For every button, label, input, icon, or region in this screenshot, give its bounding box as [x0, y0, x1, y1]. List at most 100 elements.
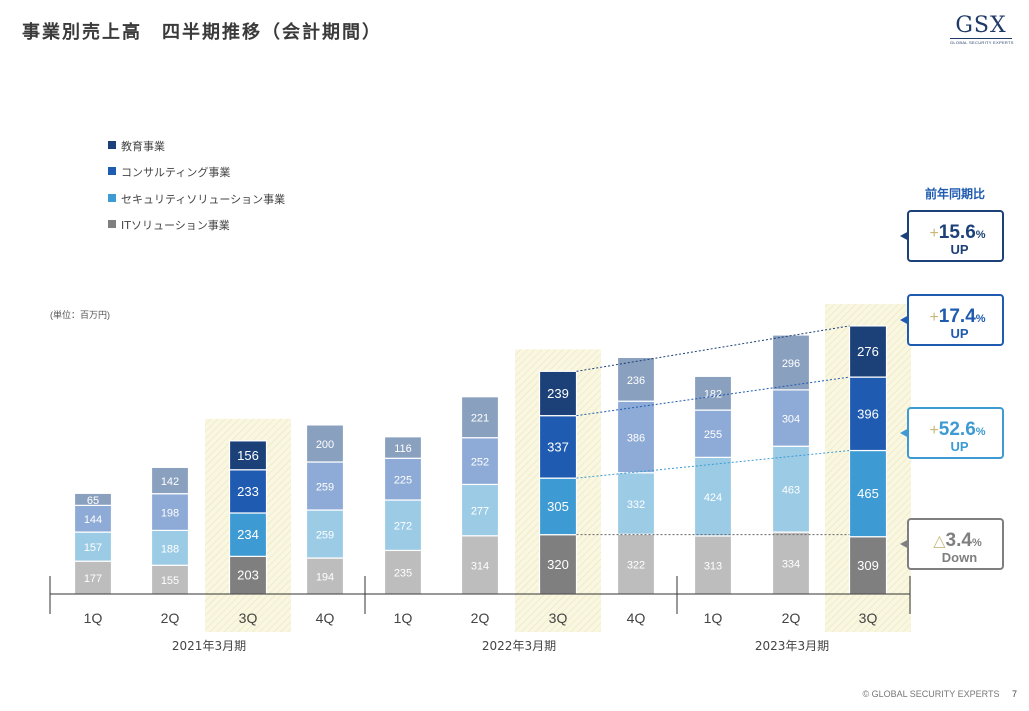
bar-seg-3-1	[305, 509, 345, 559]
tick-label-2: 3Q	[239, 610, 258, 626]
yoy-pointer-3	[900, 539, 909, 549]
bar-seg-6-0	[538, 534, 578, 595]
yoy-title: 前年同期比	[925, 186, 985, 201]
data-label-9-1: 463	[782, 485, 800, 497]
bar-seg-1-0	[150, 564, 190, 595]
data-label-2-1: 234	[237, 527, 259, 542]
bar-seg-8-3	[693, 375, 733, 411]
bar-seg-10-1	[848, 449, 888, 538]
group-label-2: 2023年3月期	[755, 639, 829, 653]
yoy-panel: 前年同期比+15.6%UP+17.4%UP+52.6%UP△3.4%Down	[900, 186, 1004, 570]
data-label-6-1: 305	[547, 499, 569, 514]
bar-seg-2-3	[228, 440, 268, 471]
yoy-value-3: △3.4%	[933, 530, 982, 551]
data-label-0-3: 65	[87, 495, 99, 507]
bar-seg-5-2	[460, 437, 500, 486]
yoy-direction-0: UP	[950, 242, 968, 257]
data-label-0-1: 157	[84, 542, 102, 554]
data-label-1-3: 142	[161, 476, 179, 488]
tick-label-1: 2Q	[161, 610, 180, 626]
data-label-2-0: 203	[237, 568, 259, 583]
yoy-pointer-2	[900, 428, 909, 438]
bar-seg-2-2	[228, 469, 268, 514]
yoy-sign-2: +	[929, 422, 938, 439]
legend-swatch-0	[108, 220, 116, 228]
data-label-6-2: 337	[547, 439, 569, 454]
data-label-7-2: 386	[627, 432, 645, 444]
tick-label-9: 2Q	[782, 610, 801, 626]
data-label-5-0: 314	[471, 560, 489, 572]
gsx-logo: GSX GLOBAL SECURITY EXPERTS	[950, 13, 1014, 45]
bar-seg-1-1	[150, 529, 190, 566]
bar-seg-6-1	[538, 477, 578, 536]
group-label-1: 2022年3月期	[482, 639, 556, 653]
page-number: 7	[1011, 689, 1017, 699]
tick-label-5: 2Q	[471, 610, 490, 626]
data-label-10-1: 465	[857, 486, 879, 501]
data-label-1-0: 155	[161, 575, 179, 587]
data-label-7-3: 236	[627, 375, 645, 387]
bar-seg-10-2	[848, 376, 888, 452]
legend-swatch-1	[108, 194, 116, 202]
bar-seg-7-3	[616, 356, 656, 402]
bar-seg-4-3	[383, 436, 423, 459]
yoy-value-1: +17.4%	[929, 306, 985, 327]
legend-swatch-3	[108, 141, 116, 149]
footer-copyright: © GLOBAL SECURITY EXPERTS	[862, 689, 1000, 699]
tick-label-3: 4Q	[316, 610, 335, 626]
data-label-9-3: 296	[782, 358, 800, 370]
bar-seg-5-0	[460, 535, 500, 595]
bar-seg-0-3	[73, 492, 113, 506]
yoy-direction-3: Down	[942, 550, 977, 565]
data-label-10-0: 309	[857, 558, 879, 573]
yoy-number-2: 52.6	[939, 419, 976, 440]
data-label-10-2: 396	[857, 406, 879, 421]
bar-seg-6-3	[538, 370, 578, 417]
data-label-4-0: 235	[394, 568, 412, 580]
data-label-10-3: 276	[857, 344, 879, 359]
bars: 177 157 144 65 155 188 198 142 203 234 233 156 194 25…	[73, 325, 888, 595]
yoy-direction-2: UP	[950, 439, 968, 454]
logo-subtext: GLOBAL SECURITY EXPERTS	[950, 38, 1014, 45]
data-label-5-2: 252	[471, 457, 489, 469]
tick-label-8: 1Q	[704, 610, 723, 626]
yoy-number-0: 15.6	[939, 222, 976, 243]
bar-seg-0-2	[73, 504, 113, 533]
yoy-sign-0: +	[929, 225, 938, 242]
tick-label-6: 3Q	[549, 610, 568, 626]
bar-seg-9-2	[771, 389, 811, 447]
page-title: 事業別売上高 四半期推移（会計期間）	[22, 22, 382, 43]
bar-seg-6-2	[538, 415, 578, 479]
logo-mark: GSX	[955, 13, 1007, 38]
bar-seg-8-1	[693, 456, 733, 537]
x-axis: 1Q 2Q 3Q 4Q 1Q 2Q 3Q 4Q 1Q 2Q 3Q 2021年3月期 2022年3月期 20…	[49, 576, 911, 653]
yoy-direction-1: UP	[950, 326, 968, 341]
yoy-unit-0: %	[976, 229, 986, 241]
yoy-value-0: +15.6%	[929, 222, 985, 243]
legend-label-1: セキュリティソリューション事業	[121, 193, 285, 206]
data-label-4-2: 225	[394, 475, 412, 487]
yoy-value-2: +52.6%	[929, 419, 985, 440]
footer: © GLOBAL SECURITY EXPERTS 7	[862, 689, 1017, 699]
bar-seg-3-0	[305, 557, 345, 595]
yoy-connectors	[576, 325, 850, 536]
data-label-6-3: 239	[547, 386, 569, 401]
yoy-number-3: 3.4	[946, 530, 973, 551]
yoy-number-1: 17.4	[939, 306, 976, 327]
bar-seg-4-0	[383, 549, 423, 595]
data-label-5-3: 221	[471, 413, 489, 425]
data-label-8-3: 182	[704, 389, 722, 401]
bar-seg-8-0	[693, 535, 733, 595]
unit-label: (単位：百万円)	[50, 309, 110, 320]
data-label-8-0: 313	[704, 560, 722, 572]
legend-swatch-2	[108, 167, 116, 175]
data-label-0-2: 144	[84, 514, 102, 526]
tick-label-0: 1Q	[84, 610, 103, 626]
data-label-4-3: 116	[394, 443, 412, 455]
data-label-3-3: 200	[316, 439, 334, 451]
connector-1	[576, 450, 850, 479]
data-label-1-2: 198	[161, 508, 179, 520]
tick-label-4: 1Q	[394, 610, 413, 626]
